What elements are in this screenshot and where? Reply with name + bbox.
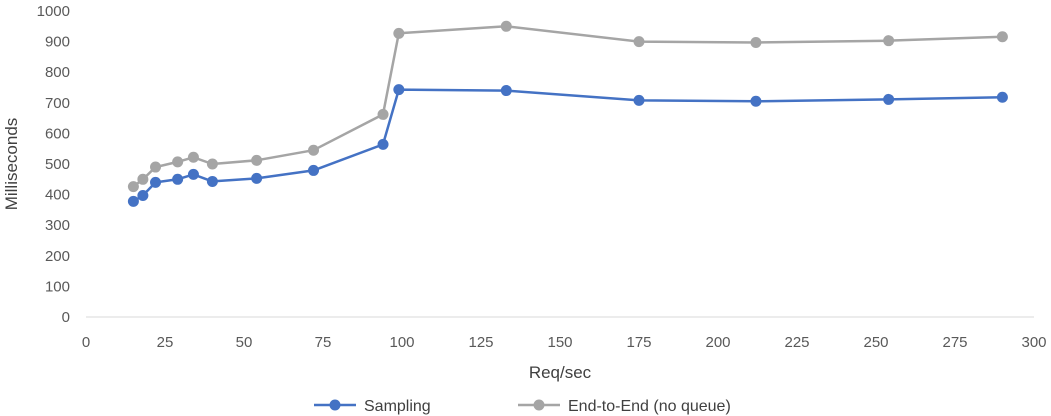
y-tick-label: 900 (45, 34, 70, 51)
series-line (132, 25, 1003, 188)
legend: Sampling End-to-End (no queue) (314, 398, 731, 415)
y-tick-label: 0 (62, 309, 70, 326)
data-point (750, 37, 762, 49)
axes: 0 100 200 300 400 500 600 700 800 900 1000 0 25 50 75 1… (37, 3, 1047, 351)
data-point (137, 173, 149, 185)
y-tick-label: 1000 (37, 3, 70, 20)
data-point (996, 91, 1008, 103)
data-point (393, 84, 405, 96)
data-point (883, 35, 895, 47)
x-tick-label: 175 (626, 334, 651, 351)
y-tick-label: 300 (45, 217, 70, 234)
x-tick-label: 250 (863, 334, 888, 351)
series-line (132, 88, 1003, 203)
data-point (308, 144, 320, 156)
series-end-to-end (127, 20, 1008, 193)
data-point (127, 181, 139, 193)
data-point (500, 20, 512, 32)
data-point (137, 190, 149, 202)
x-tick-label: 300 (1021, 334, 1046, 351)
data-point (187, 151, 199, 163)
data-point (377, 108, 389, 120)
data-point (187, 168, 199, 180)
data-point (127, 195, 139, 207)
x-tick-label: 225 (784, 334, 809, 351)
legend-swatch-marker (329, 399, 341, 411)
data-point (251, 154, 263, 166)
y-tick-label: 800 (45, 64, 70, 81)
legend-swatch-marker (533, 399, 545, 411)
x-tick-label: 125 (468, 334, 493, 351)
y-tick-label: 100 (45, 278, 70, 295)
y-axis-title: Milliseconds (2, 118, 21, 211)
series-sampling (127, 84, 1008, 207)
legend-label: Sampling (364, 398, 431, 415)
y-tick-label: 400 (45, 187, 70, 204)
y-tick-label: 700 (45, 95, 70, 112)
x-tick-label: 275 (942, 334, 967, 351)
legend-label: End-to-End (no queue) (568, 398, 731, 415)
data-point (377, 138, 389, 150)
x-axis-title: Req/sec (529, 363, 592, 382)
x-tick-label: 200 (705, 334, 730, 351)
data-point (393, 27, 405, 39)
x-tick-label: 150 (547, 334, 572, 351)
data-point (500, 85, 512, 97)
series-layer (127, 20, 1008, 207)
data-point (172, 173, 184, 185)
y-tick-label: 200 (45, 248, 70, 265)
x-tick-label: 50 (236, 334, 253, 351)
data-point (150, 161, 162, 173)
data-point (883, 93, 895, 105)
data-point (150, 176, 162, 188)
data-point (633, 36, 645, 48)
data-point (172, 156, 184, 168)
legend-item: End-to-End (no queue) (518, 398, 731, 415)
x-tick-label: 75 (315, 334, 332, 351)
y-tick-label: 500 (45, 156, 70, 173)
data-point (750, 95, 762, 107)
data-point (996, 31, 1008, 43)
x-tick-label: 25 (157, 334, 174, 351)
x-tick-label: 100 (389, 334, 414, 351)
y-tick-label: 600 (45, 125, 70, 142)
x-tick-label: 0 (82, 334, 90, 351)
data-point (206, 158, 218, 170)
data-point (308, 164, 320, 176)
data-point (251, 172, 263, 184)
data-point (633, 94, 645, 106)
data-point (206, 175, 218, 187)
legend-item: Sampling (314, 398, 431, 415)
